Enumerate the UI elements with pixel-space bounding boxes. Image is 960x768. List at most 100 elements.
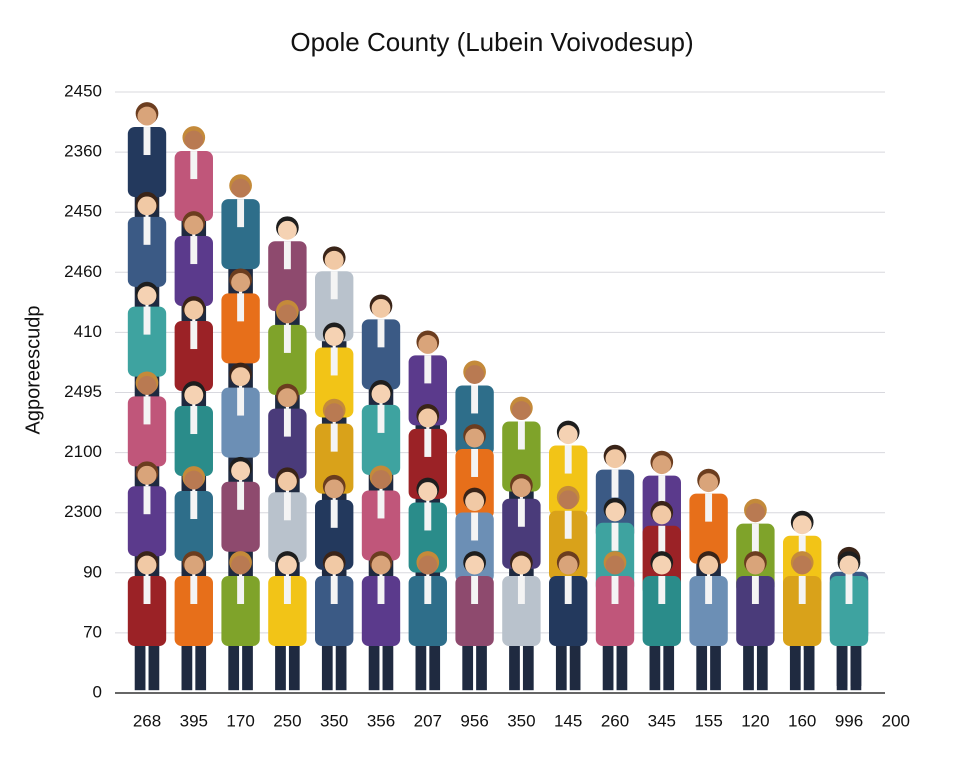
person-head: [371, 384, 391, 404]
person-leg: [743, 634, 754, 691]
person-body: [127, 216, 167, 287]
person-body: [127, 576, 167, 646]
person-shirt: [283, 241, 291, 270]
person-stack: [549, 420, 588, 691]
person-leg: [429, 634, 441, 691]
person-head: [324, 250, 344, 270]
person-head: [745, 503, 765, 523]
person-head: [324, 403, 344, 423]
x-tick-label: 356: [367, 711, 395, 730]
person-head: [418, 482, 438, 501]
person-stack: [502, 396, 541, 691]
person-shirt: [190, 406, 198, 435]
y-tick-label: 90: [83, 562, 102, 581]
person-body: [315, 347, 354, 418]
person-head: [184, 130, 204, 150]
person-body: [127, 127, 167, 198]
person-shirt: [751, 523, 759, 552]
person-shirt: [190, 491, 198, 520]
person-body: [174, 491, 213, 562]
person-head: [184, 215, 204, 235]
person-leg: [649, 634, 661, 691]
person-body: [315, 576, 354, 646]
person-body: [174, 151, 213, 222]
person-head: [465, 555, 485, 575]
person-shirt: [471, 385, 479, 414]
person-body: [127, 486, 167, 557]
x-tick-label: 200: [882, 711, 910, 730]
person-leg: [148, 275, 160, 332]
y-axis-label: Agporeescudp: [22, 306, 44, 435]
person-head: [465, 492, 485, 512]
person-shirt: [611, 576, 619, 604]
person-stack: [689, 468, 728, 691]
person-leg: [288, 634, 300, 691]
person-body: [315, 499, 354, 570]
person-shirt: [564, 445, 572, 474]
person-head: [184, 470, 204, 490]
person-head: [652, 505, 672, 525]
person-body: [502, 421, 541, 492]
person-shirt: [424, 502, 432, 531]
person-body: [221, 481, 260, 552]
person-stack: [408, 330, 447, 691]
person-leg: [850, 634, 862, 691]
x-tick-label: 996: [835, 711, 863, 730]
person-head: [277, 388, 297, 408]
person-shirt: [517, 498, 525, 527]
x-tick-label: 260: [601, 711, 629, 730]
person-body: [127, 306, 167, 377]
person-shirt: [190, 151, 198, 180]
person-body: [127, 396, 167, 467]
person-body: [361, 576, 401, 646]
person-body: [221, 387, 260, 458]
person-body: [408, 502, 447, 573]
person-head: [652, 455, 672, 475]
person-body: [174, 236, 213, 307]
y-tick-label: 2450: [64, 202, 102, 221]
chart-title: Opole County (Lubein Voivodesup): [290, 27, 693, 57]
person-stack: [127, 102, 167, 691]
person-shirt: [237, 576, 245, 604]
x-tick-label: 268: [133, 711, 161, 730]
person-leg: [134, 275, 146, 332]
x-tick-label: 145: [554, 711, 582, 730]
person-head: [137, 106, 157, 126]
person-leg: [803, 634, 815, 691]
person-stack: [829, 546, 869, 691]
person-head: [231, 272, 251, 292]
person-shirt: [283, 576, 291, 604]
person-shirt: [424, 428, 432, 457]
person-leg: [663, 634, 675, 691]
person-leg: [415, 634, 427, 691]
person-head: [184, 300, 204, 320]
person-body: [829, 576, 869, 646]
person-body: [502, 498, 541, 569]
person-body: [174, 406, 213, 477]
person-shirt: [658, 475, 666, 504]
person-leg: [134, 544, 146, 601]
person-body: [595, 576, 635, 646]
person-head: [839, 555, 859, 575]
x-tick-label: 120: [741, 711, 769, 730]
person-body: [361, 319, 401, 390]
person-shirt: [143, 396, 151, 425]
person-shirt: [283, 324, 291, 353]
person-shirt: [564, 510, 572, 539]
person-body: [361, 404, 401, 475]
person-body: [783, 576, 822, 646]
person-leg: [321, 634, 333, 691]
person-leg: [616, 634, 628, 691]
person-head: [324, 555, 344, 575]
person-shirt: [190, 236, 198, 265]
person-shirt: [330, 499, 338, 528]
person-head: [745, 555, 765, 575]
person-stack: [174, 126, 213, 691]
person-head: [184, 555, 204, 575]
person-shirt: [377, 576, 385, 604]
person-shirt: [517, 421, 525, 450]
person-leg: [462, 634, 474, 691]
person-shirt: [190, 576, 198, 604]
person-head: [511, 401, 531, 421]
y-tick-label: 2360: [64, 142, 102, 161]
